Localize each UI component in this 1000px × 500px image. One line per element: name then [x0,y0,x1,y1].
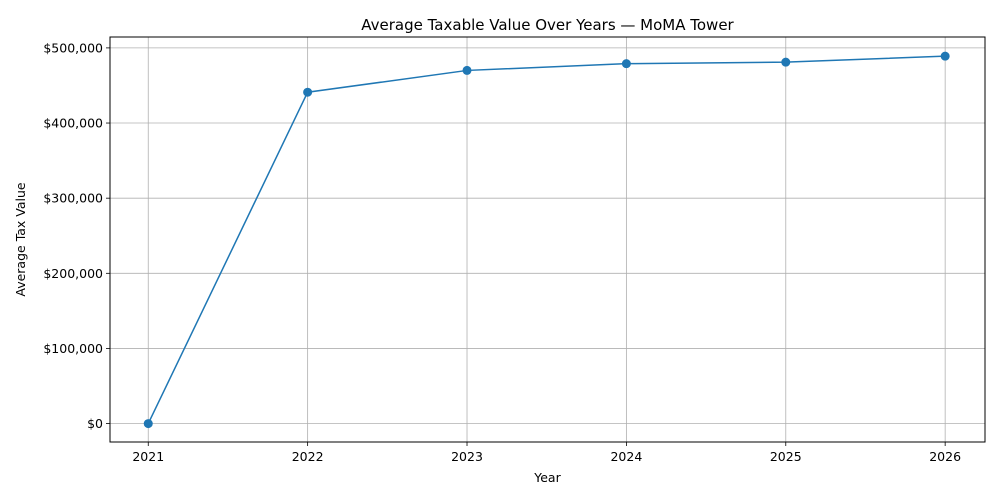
data-point [781,57,791,67]
y-tick-label: $500,000 [43,40,103,55]
x-tick-label: 2023 [451,449,483,464]
plot-area [109,36,986,443]
series-line [147,55,946,424]
y-ticks: $0 $100,000 $200,000 $300,000 $400,000 $500,0… [43,40,110,431]
x-tick-label: 2025 [770,449,802,464]
grid [110,37,985,442]
data-point [462,65,472,75]
y-tick-label: $400,000 [43,116,103,131]
y-tick-label: $0 [87,416,103,431]
data-point [621,59,631,69]
x-tick-label: 2022 [292,449,324,464]
x-tick-label: 2026 [929,449,961,464]
x-tick-label: 2021 [132,449,164,464]
series [143,51,950,429]
y-tick-label: $100,000 [43,341,103,356]
x-ticks: 2021 2022 2023 2024 2025 2026 [132,442,961,464]
y-tick-label: $200,000 [43,266,103,281]
y-tick-label: $300,000 [43,191,103,206]
y-axis-label: Average Tax Value [13,182,28,297]
data-point [303,87,313,97]
x-tick-label: 2024 [610,449,642,464]
x-axis-label: Year [533,470,561,485]
data-point [940,51,950,61]
chart-title: Average Taxable Value Over Years — MoMA … [361,16,734,34]
data-point [143,419,153,429]
